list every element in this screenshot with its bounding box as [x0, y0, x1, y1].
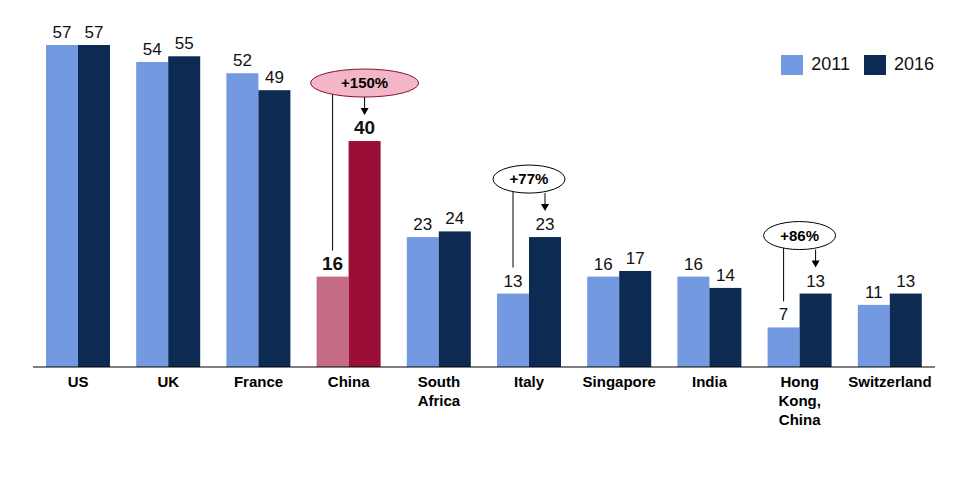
svg-text:China: China [328, 373, 370, 390]
svg-text:Singapore: Singapore [583, 373, 656, 390]
svg-text:24: 24 [445, 209, 464, 228]
svg-text:17: 17 [626, 249, 645, 268]
svg-text:55: 55 [175, 34, 194, 53]
svg-text:11: 11 [865, 283, 883, 302]
svg-text:57: 57 [85, 23, 104, 42]
svg-text:SouthAfrica: SouthAfrica [418, 373, 461, 409]
svg-text:16: 16 [322, 253, 343, 274]
svg-text:France: France [234, 373, 283, 390]
svg-text:49: 49 [265, 68, 284, 87]
svg-text:13: 13 [504, 272, 523, 291]
svg-text:13: 13 [806, 272, 825, 291]
html-text:2016: 2016 [894, 54, 934, 74]
svg-text:+86%: +86% [780, 227, 819, 244]
svg-text:US: US [68, 373, 89, 390]
svg-text:57: 57 [53, 23, 72, 42]
svg-text:+150%: +150% [341, 74, 388, 91]
svg-text:16: 16 [594, 255, 613, 274]
html-text:2011: 2011 [811, 54, 850, 74]
svg-text:13: 13 [896, 272, 915, 291]
svg-text:Italy: Italy [514, 373, 545, 390]
svg-text:+77%: +77% [510, 170, 549, 187]
svg-text:HongKong,China: HongKong,China [778, 373, 821, 428]
svg-text:Switzerland: Switzerland [848, 373, 931, 390]
svg-text:54: 54 [143, 40, 162, 59]
svg-text:23: 23 [413, 215, 432, 234]
svg-text:UK: UK [157, 373, 179, 390]
svg-text:India: India [692, 373, 728, 390]
svg-text:14: 14 [716, 266, 735, 285]
svg-text:23: 23 [536, 215, 555, 234]
svg-text:16: 16 [684, 255, 703, 274]
svg-text:7: 7 [779, 305, 788, 324]
svg-text:40: 40 [354, 117, 375, 138]
svg-text:52: 52 [233, 51, 252, 70]
